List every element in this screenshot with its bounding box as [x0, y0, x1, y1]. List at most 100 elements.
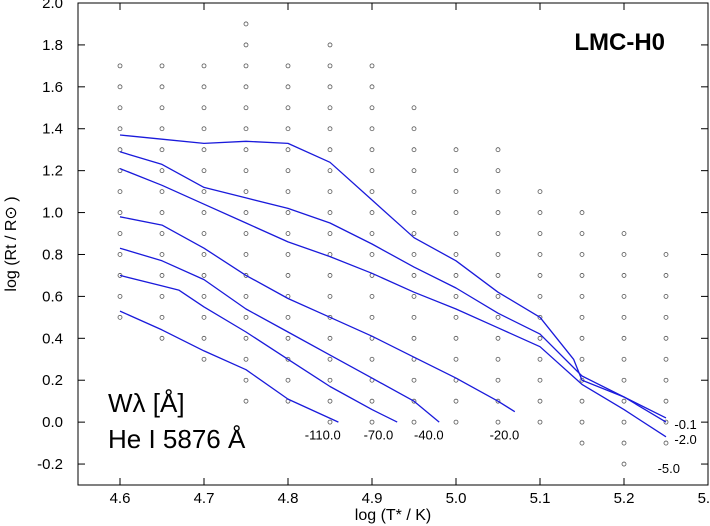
- grid-point: [201, 63, 207, 69]
- contour-label: -0.1: [674, 417, 696, 432]
- grid-point: [495, 189, 501, 195]
- grid-point: [369, 84, 375, 90]
- grid-point: [453, 314, 459, 320]
- grid-point: [201, 210, 207, 215]
- grid-point: [369, 231, 375, 236]
- grid-point: [369, 189, 375, 195]
- grid-point: [663, 273, 669, 278]
- grid-point: [579, 335, 585, 341]
- grid-point: [159, 293, 165, 299]
- grid-point: [411, 189, 417, 195]
- grid-point: [411, 126, 417, 132]
- grid-point: [243, 147, 249, 153]
- grid-point: [243, 210, 249, 215]
- grid-point: [369, 356, 375, 362]
- grid-point: [243, 126, 249, 132]
- grid-point: [243, 398, 249, 404]
- grid-point: [159, 314, 165, 320]
- grid-point: [285, 126, 291, 132]
- grid-point: [369, 398, 375, 404]
- grid-point: [663, 335, 669, 341]
- y-tick-label: -0.2: [37, 456, 63, 473]
- grid-points: [117, 21, 669, 467]
- grid-point: [285, 189, 291, 195]
- contour-line: [119, 216, 516, 413]
- grid-point: [117, 189, 123, 195]
- grid-point: [159, 126, 165, 132]
- grid-point: [411, 147, 417, 153]
- grid-point: [201, 252, 207, 257]
- grid-point: [621, 293, 627, 299]
- grid-point: [621, 377, 627, 383]
- grid-point: [243, 189, 249, 195]
- grid-point: [285, 252, 291, 257]
- grid-point: [621, 231, 627, 236]
- grid-point: [537, 314, 543, 320]
- grid-point: [411, 105, 417, 111]
- grid-point: [327, 273, 333, 278]
- grid-point: [369, 252, 375, 257]
- grid-point: [369, 105, 375, 111]
- grid-point: [243, 42, 249, 48]
- plot-frame: [77, 2, 709, 486]
- grid-point: [663, 314, 669, 320]
- grid-point: [117, 314, 123, 320]
- axis-ticks: 4.6 4.7 4.8 4.9 5.0 5.1 5.2 5.3 -0.2 0.0 0.2 0.4 0.6…: [37, 0, 710, 507]
- grid-point: [369, 126, 375, 132]
- grid-point: [579, 356, 585, 362]
- grid-point: [159, 273, 165, 278]
- grid-point: [201, 273, 207, 278]
- grid-point: [201, 147, 207, 153]
- grid-point: [327, 231, 333, 236]
- grid-point: [495, 168, 501, 174]
- grid-point: [495, 252, 501, 257]
- grid-point: [285, 356, 291, 362]
- grid-point: [579, 293, 585, 299]
- grid-point: [411, 168, 417, 174]
- grid-point: [495, 356, 501, 362]
- grid-point: [663, 419, 669, 425]
- grid-point: [621, 273, 627, 278]
- grid-point: [495, 314, 501, 320]
- grid-point: [537, 356, 543, 362]
- grid-point: [327, 168, 333, 174]
- grid-point: [243, 293, 249, 299]
- grid-point: [159, 84, 165, 90]
- grid-point: [117, 105, 123, 111]
- grid-point: [159, 147, 165, 153]
- grid-point: [579, 210, 585, 215]
- x-tick-label: 4.9: [362, 490, 383, 507]
- annotation-line1: Wλ [Å]: [108, 388, 185, 418]
- grid-point: [327, 419, 333, 425]
- grid-point: [201, 84, 207, 90]
- y-tick-label: 1.2: [42, 163, 63, 180]
- grid-point: [201, 335, 207, 341]
- contour-label: -70.0: [364, 428, 394, 443]
- y-tick-label: 0.8: [42, 246, 63, 263]
- grid-point: [159, 252, 165, 257]
- y-tick-label: 1.0: [42, 205, 63, 222]
- x-tick-label: 5.1: [530, 490, 551, 507]
- grid-point: [579, 440, 585, 446]
- grid-point: [579, 252, 585, 257]
- contour-label: -5.0: [658, 461, 680, 476]
- grid-point: [327, 377, 333, 383]
- grid-point: [453, 210, 459, 215]
- grid-point: [201, 189, 207, 195]
- grid-point: [327, 84, 333, 90]
- grid-point: [201, 356, 207, 362]
- grid-point: [579, 419, 585, 425]
- grid-point: [159, 210, 165, 215]
- grid-point: [369, 210, 375, 215]
- grid-point: [411, 419, 417, 425]
- grid-point: [579, 377, 585, 383]
- grid-point: [285, 105, 291, 111]
- y-tick-label: 0.2: [42, 372, 63, 389]
- grid-point: [411, 273, 417, 278]
- grid-point: [117, 293, 123, 299]
- grid-point: [453, 252, 459, 257]
- grid-point: [411, 210, 417, 215]
- grid-point: [495, 335, 501, 341]
- x-tick-label: 5.0: [446, 490, 467, 507]
- grid-point: [285, 63, 291, 69]
